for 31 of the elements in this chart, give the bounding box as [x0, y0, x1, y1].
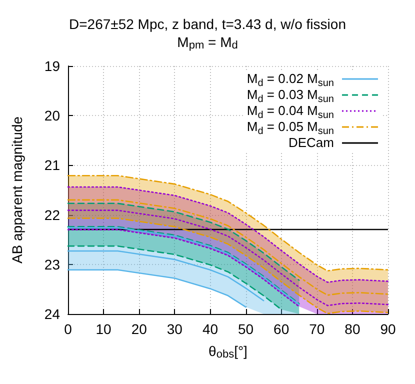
x-tick-label: 30: [166, 321, 183, 337]
y-tick-label: 24: [44, 306, 60, 322]
x-tick-label: 0: [64, 321, 72, 337]
y-axis-title: AB apparent magnitude: [9, 116, 25, 264]
line-series: [67, 202, 300, 281]
line-series: [67, 250, 264, 302]
x-tick-label: 90: [380, 321, 396, 337]
legend-label: M$_{d}$ = 0.04 M$_{sun}$: [246, 103, 334, 121]
chart-title: D=267±52 Mpc, z band, t=3.43 d, w/o fission: [69, 16, 346, 32]
line-series: [67, 210, 389, 306]
x-tick-label: 60: [274, 321, 290, 337]
x-tick-label: 80: [344, 321, 360, 337]
line-series: [67, 245, 282, 310]
line-series: [67, 186, 389, 283]
legend-label: M$_{d}$ = 0.05 M$_{sun}$: [246, 119, 334, 137]
x-tick-label: 70: [309, 321, 325, 337]
legend-label: DECam: [288, 135, 334, 151]
y-tick-label: 21: [44, 157, 60, 174]
line-series: [67, 174, 389, 272]
line-series: [67, 199, 389, 296]
x-tick-label: 40: [202, 321, 218, 337]
x-tick-label: 20: [131, 321, 148, 337]
legend-label: M$_{d}$ = 0.02 M$_{sun}$: [246, 71, 334, 89]
y-tick-label: 19: [44, 58, 60, 74]
legend-label: M$_{d}$ = 0.03 M$_{sun}$: [246, 87, 334, 105]
y-tick-label: 22: [44, 206, 60, 223]
line-series: [67, 269, 246, 308]
x-tick-label: 10: [96, 321, 112, 337]
y-tick-label: 20: [44, 108, 60, 124]
y-tick-label: 23: [44, 256, 60, 272]
x-tick-label: 50: [238, 321, 254, 337]
